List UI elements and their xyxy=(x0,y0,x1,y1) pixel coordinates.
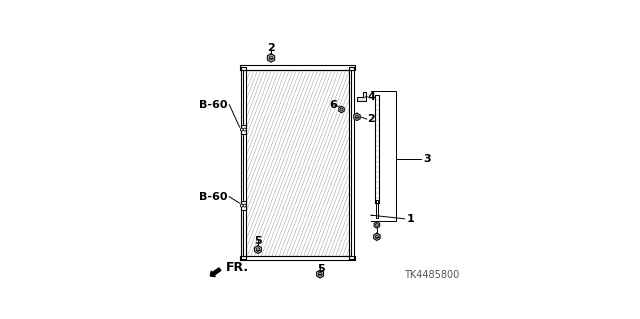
Circle shape xyxy=(243,204,246,207)
Polygon shape xyxy=(239,256,355,260)
Polygon shape xyxy=(374,95,379,203)
Circle shape xyxy=(269,56,273,60)
Circle shape xyxy=(375,235,378,238)
Polygon shape xyxy=(354,113,360,121)
Circle shape xyxy=(340,108,343,111)
Text: FR.: FR. xyxy=(226,262,249,274)
Circle shape xyxy=(243,128,246,131)
Polygon shape xyxy=(268,54,275,62)
Circle shape xyxy=(376,224,378,226)
Circle shape xyxy=(240,204,243,207)
Circle shape xyxy=(240,128,243,131)
Circle shape xyxy=(256,248,260,251)
Text: TK4485800: TK4485800 xyxy=(404,270,459,279)
Text: 1: 1 xyxy=(406,214,414,224)
Polygon shape xyxy=(374,222,380,228)
Polygon shape xyxy=(241,125,246,134)
Polygon shape xyxy=(374,233,380,241)
Text: 2: 2 xyxy=(367,114,375,124)
Text: B-60: B-60 xyxy=(199,192,228,202)
Text: 4: 4 xyxy=(367,92,375,102)
Text: 5: 5 xyxy=(254,236,262,246)
Text: 6: 6 xyxy=(329,100,337,110)
Polygon shape xyxy=(255,246,261,254)
Circle shape xyxy=(355,115,358,119)
Text: B-60: B-60 xyxy=(199,100,228,110)
Polygon shape xyxy=(241,67,246,259)
Circle shape xyxy=(318,272,322,276)
Text: 5: 5 xyxy=(317,264,324,274)
FancyArrow shape xyxy=(211,268,221,277)
Text: 2: 2 xyxy=(267,43,275,53)
Polygon shape xyxy=(349,67,354,259)
Polygon shape xyxy=(239,65,355,70)
Text: 3: 3 xyxy=(424,154,431,164)
Polygon shape xyxy=(317,270,324,278)
Polygon shape xyxy=(376,200,378,218)
Polygon shape xyxy=(243,70,351,256)
Polygon shape xyxy=(357,92,366,101)
Polygon shape xyxy=(241,201,246,210)
Polygon shape xyxy=(339,106,344,113)
